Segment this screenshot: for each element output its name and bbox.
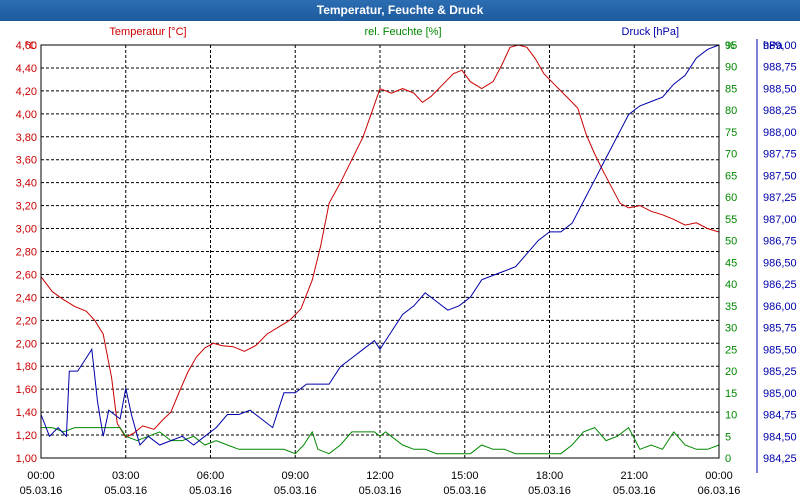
- pressure-axis-title: Druck [hPa]: [622, 26, 679, 38]
- pressure-tick-label: 986,25: [763, 279, 797, 291]
- series-line-pressure: [40, 44, 720, 446]
- x-tick-date: 05.03.16: [104, 485, 147, 497]
- humidity-tick-label: 25: [725, 344, 737, 356]
- pressure-tick-label: 986,50: [763, 257, 797, 269]
- temperature-tick-label: 3,80: [16, 132, 37, 144]
- plot-frame: [40, 44, 720, 459]
- temperature-tick-label: 3,40: [16, 178, 37, 190]
- x-tick-date: 05.03.16: [20, 485, 63, 497]
- x-tick-date: 05.03.16: [359, 485, 402, 497]
- pressure-unit: hPa: [763, 40, 783, 52]
- series-layer: [40, 44, 720, 455]
- x-tick-time: 00:00: [27, 470, 55, 482]
- plot-border: [40, 44, 720, 459]
- x-tick-date: 05.03.16: [189, 485, 232, 497]
- series-line-temperature: [40, 44, 720, 439]
- temperature-tick-label: 4,20: [16, 86, 37, 98]
- humidity-tick-label: 20: [725, 366, 737, 378]
- temperature-tick-label: 3,60: [16, 155, 37, 167]
- humidity-tick-label: 50: [725, 236, 737, 248]
- temperature-tick-label: 4,40: [16, 63, 37, 75]
- pressure-tick-label: 986,00: [763, 301, 797, 313]
- pressure-tick-label: 987,00: [763, 214, 797, 226]
- temperature-tick-label: 1,80: [16, 361, 37, 373]
- pressure-tick-label: 985,50: [763, 344, 797, 356]
- x-tick-date: 06.03.16: [698, 485, 741, 497]
- x-tick-time: 21:00: [620, 470, 648, 482]
- grid-lines: [40, 44, 720, 459]
- humidity-tick-label: 45: [725, 257, 737, 269]
- x-tick-time: 12:00: [366, 470, 394, 482]
- pressure-tick-label: 985,75: [763, 323, 797, 335]
- humidity-tick-label: 85: [725, 83, 737, 95]
- humidity-tick-label: 40: [725, 279, 737, 291]
- temperature-tick-label: 1,60: [16, 384, 37, 396]
- temperature-axis-title: Temperatur [°C]: [109, 26, 186, 38]
- x-tick-time: 09:00: [281, 470, 309, 482]
- humidity-tick-label: 15: [725, 388, 737, 400]
- window-title: Temperatur, Feuchte & Druck: [0, 0, 800, 21]
- temperature-tick-label: 2,00: [16, 338, 37, 350]
- temperature-tick-label: 1,20: [16, 430, 37, 442]
- humidity-tick-label: 95: [725, 40, 737, 52]
- pressure-tick-label: 988,50: [763, 83, 797, 95]
- axis-labels: 1,00 1,20 1,40 1,60 1,80 2,00 2,20 2,40 2,60 2,80…: [16, 26, 797, 497]
- pressure-tick-label: 988,75: [763, 62, 797, 74]
- humidity-unit: %: [725, 40, 735, 52]
- x-tick-time: 18:00: [536, 470, 564, 482]
- temperature-tick-label: 2,60: [16, 269, 37, 281]
- pressure-tick-label: 986,75: [763, 236, 797, 248]
- humidity-axis-title: rel. Feuchte [%]: [364, 26, 441, 38]
- humidity-tick-label: 5: [725, 431, 731, 443]
- temperature-tick-label: 1,00: [16, 453, 37, 465]
- pressure-tick-label: 984,75: [763, 410, 797, 422]
- pressure-tick-label: 985,25: [763, 366, 797, 378]
- humidity-tick-label: 65: [725, 170, 737, 182]
- humidity-tick-label: 10: [725, 410, 737, 422]
- pressure-tick-label: 988,25: [763, 105, 797, 117]
- x-tick-date: 05.03.16: [613, 485, 656, 497]
- pressure-tick-label: 984,50: [763, 431, 797, 443]
- temperature-tick-label: 2,20: [16, 315, 37, 327]
- x-tick-time: 15:00: [451, 470, 479, 482]
- temperature-tick-label: 3,00: [16, 224, 37, 236]
- temperature-tick-label: 4,60: [16, 40, 37, 52]
- pressure-tick-label: 985,00: [763, 388, 797, 400]
- x-tick-time: 03:00: [112, 470, 140, 482]
- temperature-tick-label: 2,80: [16, 247, 37, 259]
- x-tick-date: 05.03.16: [528, 485, 571, 497]
- pressure-tick-label: 987,50: [763, 170, 797, 182]
- humidity-tick-label: 30: [725, 323, 737, 335]
- humidity-tick-label: 75: [725, 127, 737, 139]
- temperature-tick-label: 2,40: [16, 292, 37, 304]
- humidity-tick-label: 70: [725, 149, 737, 161]
- weather-chart: 1,00 1,20 1,40 1,60 1,80 2,00 2,20 2,40 2,60 2,80…: [16, 26, 797, 497]
- pressure-tick-label: 989,00: [763, 40, 797, 52]
- temperature-tick-label: 4,00: [16, 109, 37, 121]
- pressure-tick-label: 984,25: [763, 453, 797, 465]
- x-tick-date: 05.03.16: [443, 485, 486, 497]
- humidity-tick-label: 90: [725, 62, 737, 74]
- temperature-tick-label: 3,20: [16, 201, 37, 213]
- humidity-tick-label: 0: [725, 453, 731, 465]
- humidity-tick-label: 80: [725, 105, 737, 117]
- temperature-tick-label: 1,40: [16, 407, 37, 419]
- temperature-unit: °C: [25, 40, 37, 52]
- x-tick-time: 00:00: [705, 470, 733, 482]
- series-line-humidity: [41, 426, 720, 455]
- pressure-tick-label: 987,75: [763, 149, 797, 161]
- x-tick-time: 06:00: [197, 470, 225, 482]
- x-tick-date: 05.03.16: [274, 485, 317, 497]
- humidity-tick-label: 35: [725, 301, 737, 313]
- humidity-tick-label: 55: [725, 214, 737, 226]
- pressure-tick-label: 988,00: [763, 127, 797, 139]
- humidity-tick-label: 60: [725, 192, 737, 204]
- pressure-tick-label: 987,25: [763, 192, 797, 204]
